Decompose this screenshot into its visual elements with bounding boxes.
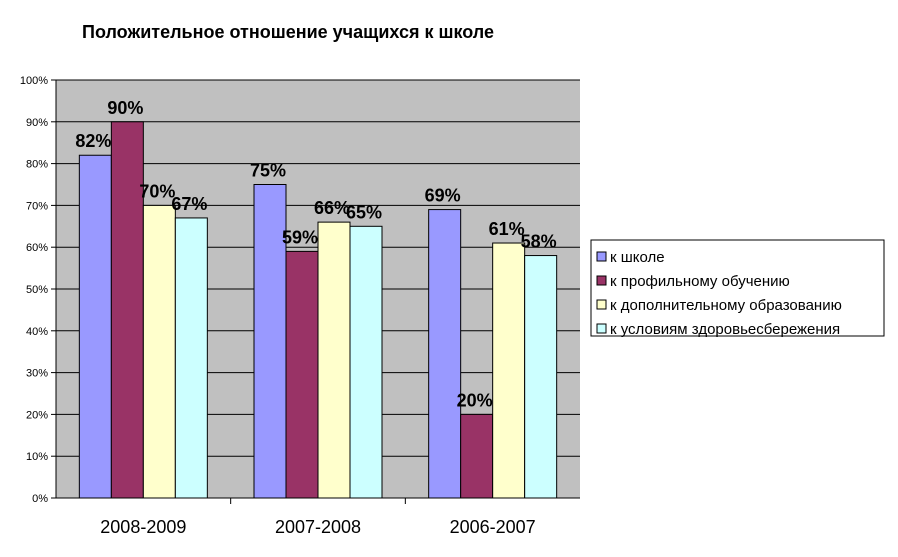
legend-swatch (596, 323, 607, 334)
legend-label: к дополнительному образованию (610, 297, 842, 314)
legend: к школе к профильному обучению к дополните… (590, 239, 885, 338)
data-label: 69% (425, 186, 461, 206)
legend-swatch (596, 251, 607, 262)
y-tick-label: 30% (26, 368, 48, 380)
y-tick-label: 70% (26, 200, 48, 212)
chart-title: Положительное отношение учащихся к школе (82, 22, 494, 42)
data-label: 59% (282, 227, 318, 247)
bar (285, 250, 319, 499)
x-tick-label: 2008-2009 (100, 517, 186, 537)
legend-label: к школе (610, 249, 665, 266)
y-tick-label: 90% (26, 117, 48, 129)
bar (460, 413, 494, 499)
legend-box (590, 239, 885, 337)
data-label: 61% (489, 219, 525, 239)
y-tick-label: 20% (26, 409, 48, 421)
x-tick-label: 2007-2008 (275, 517, 361, 537)
bar (524, 255, 558, 499)
y-tick-label: 0% (32, 493, 48, 505)
legend-swatch (596, 275, 607, 286)
bar (174, 217, 208, 499)
data-label: 20% (457, 390, 493, 410)
data-label: 70% (139, 181, 175, 201)
data-label: 58% (521, 232, 557, 252)
data-label: 82% (75, 131, 111, 151)
legend-swatch (596, 299, 607, 310)
y-tick-label: 10% (26, 451, 48, 463)
bar (317, 221, 351, 499)
bar (428, 209, 462, 499)
data-label: 66% (314, 198, 350, 218)
legend-label: к условиям здоровьесбережения (610, 321, 840, 338)
bar (142, 204, 176, 499)
data-label: 90% (107, 98, 143, 118)
data-label: 65% (346, 202, 382, 222)
bar (110, 121, 144, 499)
bar (492, 242, 526, 499)
y-tick-label: 80% (26, 159, 48, 171)
data-label: 67% (171, 194, 207, 214)
data-label: 75% (250, 161, 286, 181)
y-tick-label: 60% (26, 242, 48, 254)
bar (78, 154, 112, 499)
x-tick-label: 2006-2007 (450, 517, 536, 537)
plot-area: 0% 10% 20% 30% 40% 50% 60% 70% 80% 90% 100% 2008-20… (20, 75, 580, 537)
bar (349, 225, 383, 499)
y-tick-label: 50% (26, 284, 48, 296)
y-tick-label: 100% (20, 75, 48, 87)
legend-label: к профильному обучению (610, 273, 790, 290)
y-tick-label: 40% (26, 326, 48, 338)
